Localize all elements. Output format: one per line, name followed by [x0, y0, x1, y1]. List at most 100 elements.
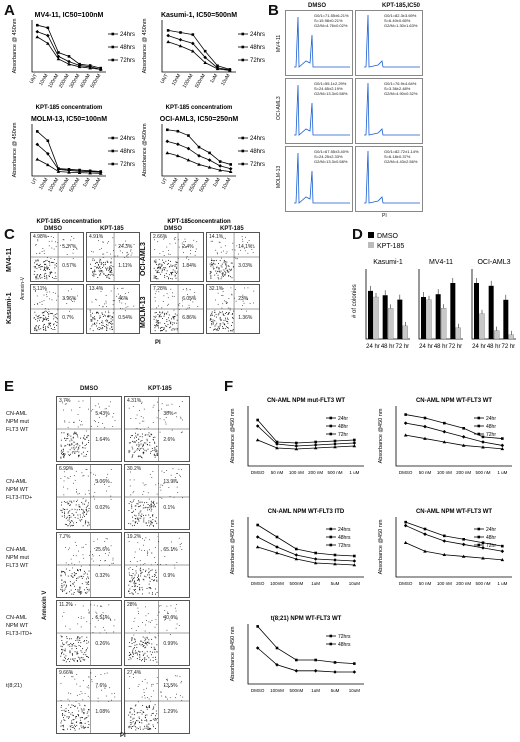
event-dot	[156, 450, 158, 451]
event-dot	[67, 503, 69, 505]
event-dot	[99, 274, 100, 276]
event-dot	[88, 583, 90, 585]
event-dot	[158, 611, 160, 613]
data-point	[333, 442, 337, 446]
event-dot	[141, 713, 143, 715]
event-dot	[223, 324, 225, 326]
event-dot	[129, 708, 131, 710]
tick-label: 500nM	[198, 177, 211, 193]
data-point	[256, 625, 259, 628]
event-dot	[76, 434, 78, 436]
event-dot	[99, 266, 101, 268]
event-dot	[97, 320, 99, 322]
event-dot	[98, 305, 100, 306]
event-dot	[49, 268, 50, 270]
data-point	[207, 158, 212, 162]
event-dot	[129, 588, 131, 590]
event-dot	[60, 571, 62, 573]
event-dot	[63, 643, 65, 645]
event-dot	[91, 558, 93, 560]
event-dot	[62, 585, 64, 587]
histogram-trace	[294, 152, 350, 204]
event-dot	[36, 329, 38, 331]
event-dot	[140, 416, 142, 417]
data-point	[35, 157, 40, 161]
event-dot	[103, 314, 105, 316]
event-dot	[111, 693, 113, 695]
event-dot	[131, 507, 133, 509]
event-dot	[142, 636, 144, 638]
event-dot	[61, 636, 62, 638]
event-dot	[176, 693, 177, 695]
event-dot	[225, 319, 227, 321]
event-dot	[85, 726, 87, 728]
event-dot	[139, 643, 141, 645]
event-dot	[221, 266, 223, 268]
event-dot	[181, 431, 183, 433]
event-dot	[168, 613, 170, 615]
event-dot	[136, 561, 138, 562]
event-dot	[153, 404, 155, 406]
event-dot	[110, 318, 112, 320]
event-dot	[154, 327, 156, 329]
event-dot	[131, 637, 133, 639]
event-dot	[86, 591, 88, 593]
data-point	[461, 554, 466, 558]
data-point	[165, 151, 170, 155]
event-dot	[130, 254, 132, 256]
event-dot	[49, 271, 51, 273]
event-dot	[174, 264, 176, 266]
data-point	[275, 442, 279, 446]
event-dot	[112, 328, 113, 330]
event-dot	[67, 548, 69, 550]
event-dot	[157, 324, 159, 326]
event-dot	[137, 574, 139, 576]
event-dot	[33, 317, 35, 319]
event-dot	[108, 486, 110, 487]
event-dot	[154, 325, 156, 327]
event-dot	[138, 446, 140, 448]
legend-label: DMSO	[377, 233, 399, 240]
event-dot	[78, 451, 80, 453]
event-dot	[94, 548, 96, 549]
event-dot	[153, 502, 154, 504]
event-dot	[86, 712, 88, 714]
event-dot	[177, 239, 179, 241]
event-dot	[154, 442, 156, 444]
event-dot	[77, 653, 79, 654]
event-dot	[135, 588, 136, 590]
event-dot	[55, 263, 57, 264]
flow-plot: 13.4% 46% 0.54%	[86, 284, 140, 334]
data-point	[46, 139, 50, 143]
event-dot	[146, 682, 148, 684]
event-dot	[145, 646, 147, 648]
event-dot	[129, 712, 131, 714]
event-dot	[161, 695, 163, 697]
event-dot	[155, 719, 157, 721]
event-dot	[137, 456, 139, 458]
event-dot	[109, 564, 110, 566]
event-dot	[79, 519, 81, 521]
axis	[471, 269, 516, 340]
event-dot	[82, 717, 83, 719]
event-dot	[65, 502, 67, 503]
event-dot	[61, 648, 62, 650]
event-dot	[212, 323, 214, 325]
event-dot	[143, 657, 145, 659]
event-dot	[152, 718, 154, 720]
axis	[418, 269, 463, 340]
bar	[455, 327, 461, 340]
data-point	[57, 51, 60, 54]
event-dot	[105, 695, 107, 697]
event-dot	[103, 265, 105, 267]
event-dot	[108, 310, 109, 312]
event-dot	[164, 237, 165, 239]
event-dot	[64, 516, 66, 518]
event-dot	[162, 330, 163, 332]
data-point	[500, 443, 505, 448]
event-dot	[155, 710, 157, 712]
event-dot	[132, 579, 134, 581]
data-point	[166, 40, 170, 44]
event-dot	[104, 303, 106, 305]
data-point	[191, 33, 195, 36]
